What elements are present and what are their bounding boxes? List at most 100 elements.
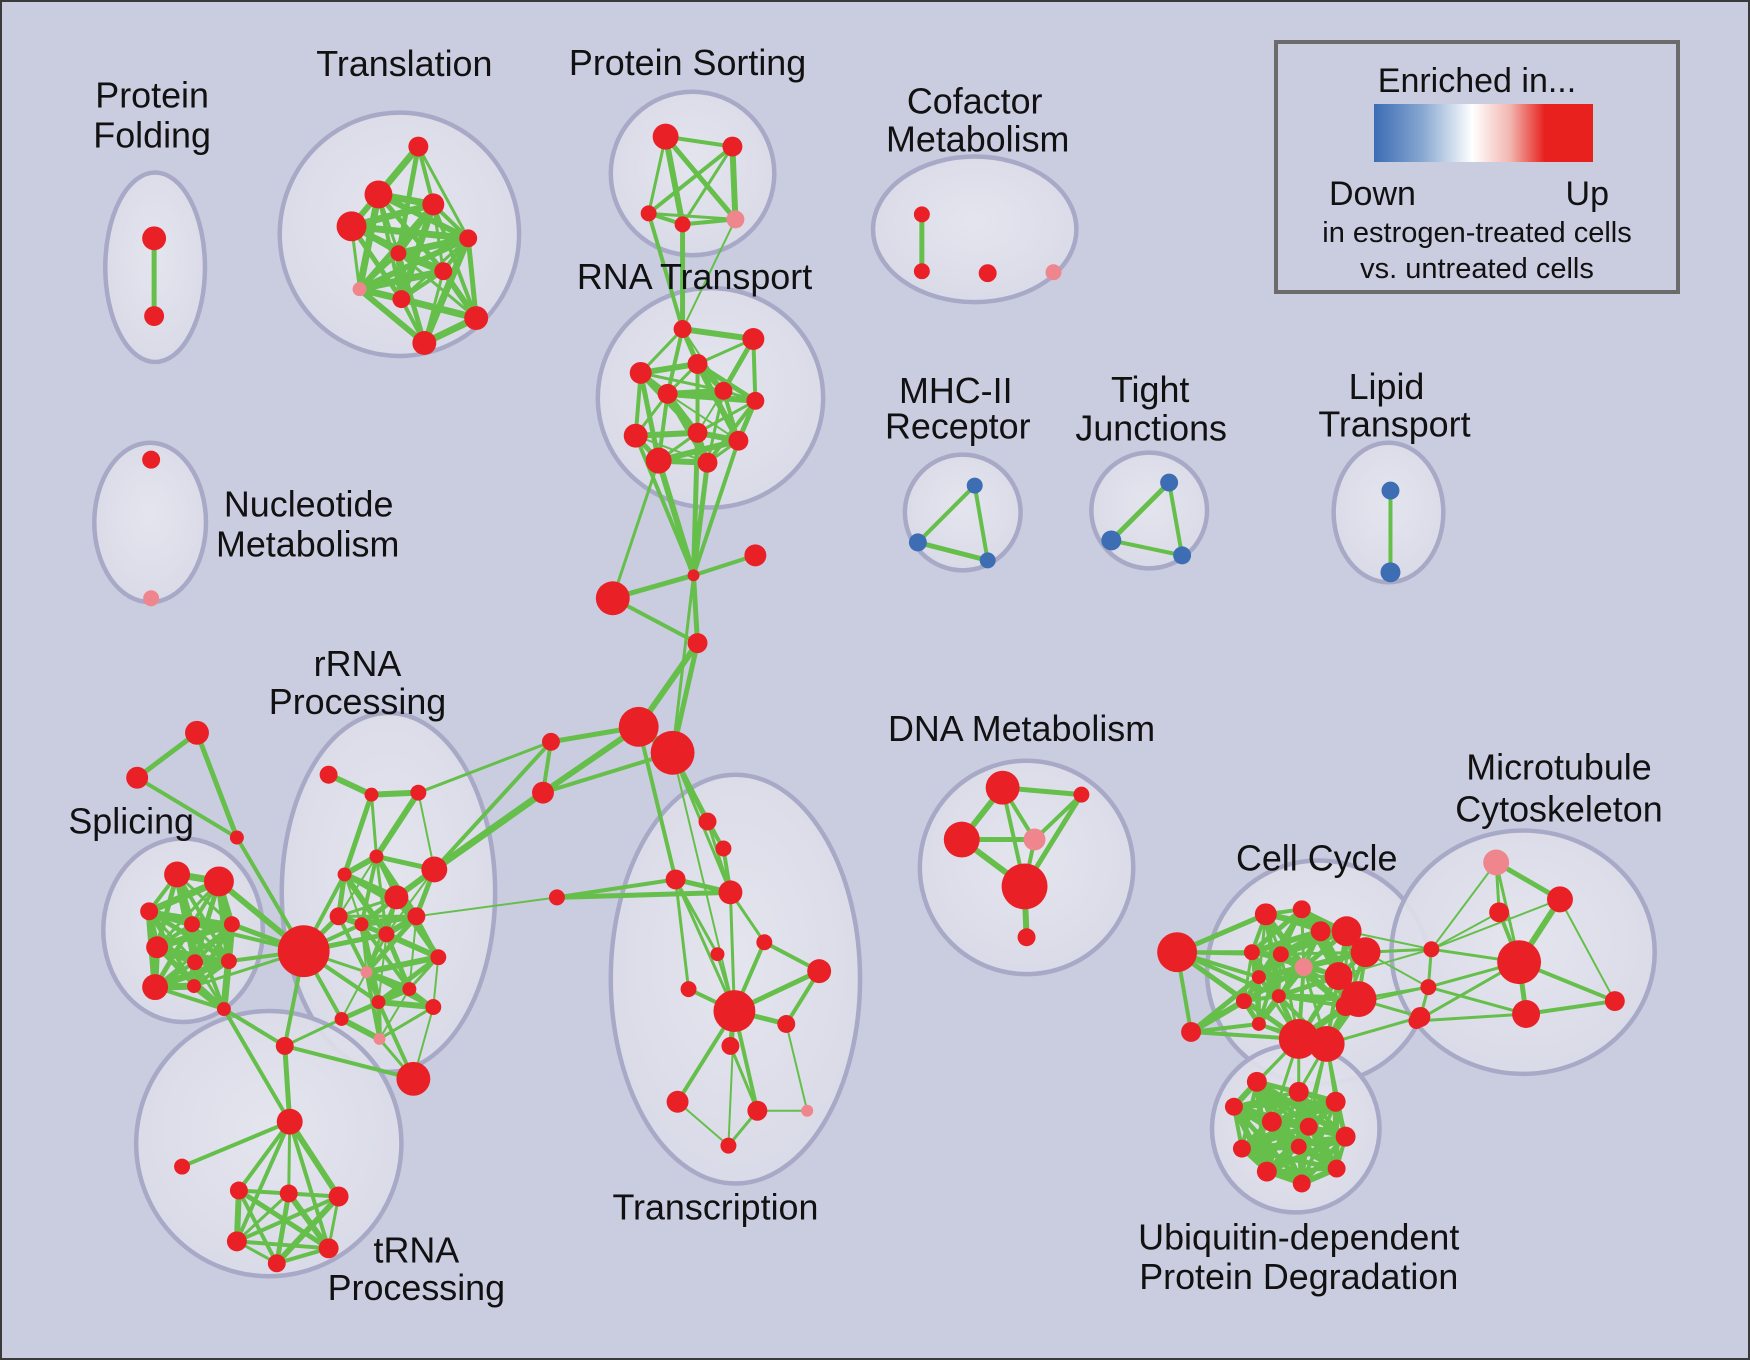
node-rr-17 — [373, 1032, 386, 1045]
edge — [1430, 861, 1498, 951]
node-dna-0 — [985, 770, 1020, 805]
edge — [340, 971, 368, 1020]
node-dna-3 — [1023, 828, 1046, 851]
node-tj-1 — [1101, 530, 1122, 551]
edge — [972, 483, 990, 563]
edge — [647, 135, 668, 215]
node-mt-4 — [1512, 1000, 1541, 1028]
node-cc-17 — [1278, 1019, 1319, 1059]
node-rt-1 — [742, 328, 765, 350]
cluster-label-tr-line0: tRNA — [373, 1230, 459, 1270]
edge — [1558, 898, 1616, 1003]
edge — [364, 969, 436, 1010]
node-rt-3 — [687, 353, 708, 374]
node-rr-0 — [319, 765, 338, 784]
node-tri-1 — [126, 766, 149, 789]
node-rr-18 — [275, 1036, 294, 1055]
node-cc-7 — [1272, 946, 1289, 963]
edge — [357, 251, 401, 292]
edge — [356, 286, 428, 346]
cluster-label-tj-line1: Junctions — [1075, 409, 1227, 449]
edge — [1414, 1012, 1528, 1023]
cluster-ellipse-tr — [133, 1008, 404, 1279]
node-mt-0 — [1483, 849, 1510, 876]
edge — [1430, 911, 1501, 951]
node-cc-0 — [1157, 932, 1198, 973]
node-tl-3 — [336, 211, 367, 242]
node-sp-10 — [216, 1002, 231, 1017]
edge — [416, 145, 470, 240]
edge — [681, 145, 734, 226]
cluster-label-cf-line1: Metabolism — [886, 120, 1069, 160]
edge — [540, 750, 675, 795]
node-cc-12 — [1235, 993, 1252, 1010]
edge — [153, 920, 236, 951]
node-ce-6 — [618, 706, 659, 747]
edge — [1524, 999, 1617, 1017]
node-sp-8 — [142, 974, 169, 1001]
node-ub-6 — [1335, 1126, 1356, 1147]
node-rt-2 — [629, 361, 652, 384]
node-cf-0 — [913, 206, 930, 223]
edge — [679, 326, 757, 342]
node-cf-1 — [913, 263, 930, 280]
cluster-label-pf-line0: Protein — [95, 76, 209, 116]
legend-gradient-bar — [1374, 104, 1593, 162]
node-mt-3 — [1497, 940, 1542, 985]
node-cc-20 — [1420, 979, 1437, 996]
edge — [681, 218, 737, 331]
cluster-label-mt-line0: Microtubule — [1466, 748, 1651, 788]
edge — [665, 327, 685, 396]
edge — [274, 1190, 292, 1266]
node-rr-11 — [430, 949, 447, 966]
edge — [662, 133, 686, 228]
edge — [1241, 964, 1307, 1004]
node-mhc-1 — [908, 533, 927, 552]
edge — [646, 211, 685, 332]
node-ce-8 — [541, 732, 560, 751]
node-tx-10 — [721, 1036, 740, 1055]
node-mhc-0 — [966, 477, 983, 494]
edge — [378, 988, 411, 1040]
edge — [191, 921, 235, 989]
edge — [694, 360, 742, 444]
edge — [1189, 1021, 1261, 1034]
node-cc-15 — [1181, 1021, 1202, 1042]
node-tx-12 — [747, 1100, 768, 1121]
node-rr-19 — [396, 1061, 431, 1096]
edge — [671, 751, 736, 1013]
node-ub-0 — [1246, 1071, 1267, 1092]
edge — [236, 1119, 292, 1193]
node-rr-9 — [407, 907, 426, 926]
edge — [348, 222, 472, 242]
node-rt-0 — [673, 320, 692, 339]
node-tr-0 — [276, 1108, 303, 1135]
node-cc-19 — [1423, 941, 1440, 958]
legend-caption-line2: vs. untreated cells — [1360, 253, 1594, 285]
edge — [416, 740, 553, 795]
edge — [728, 1044, 759, 1113]
edge — [1167, 480, 1185, 558]
node-tx-1 — [715, 840, 732, 857]
legend-up-label: Up — [1565, 175, 1609, 213]
cluster-label-ub-line0: Ubiquitin-dependent — [1138, 1217, 1459, 1257]
node-sp-0 — [164, 861, 191, 888]
cluster-label-cf-line0: Cofactor — [907, 82, 1043, 122]
node-cc-2 — [1292, 900, 1311, 919]
edge — [1238, 1123, 1312, 1152]
edge — [465, 235, 479, 321]
node-mt-5 — [1604, 991, 1625, 1012]
node-tr-7 — [174, 1158, 191, 1175]
edge — [1430, 898, 1561, 951]
edge — [729, 143, 739, 223]
cluster-label-rr-line1: Processing — [269, 682, 446, 722]
node-tl-2 — [422, 193, 445, 216]
edge — [1109, 538, 1185, 558]
node-lt-0 — [1381, 481, 1400, 500]
node-rr-16 — [334, 1012, 349, 1026]
edge — [432, 739, 553, 872]
cluster-label-rr-line0: rRNA — [314, 644, 402, 684]
node-rt-11 — [697, 452, 718, 473]
edge — [554, 889, 733, 900]
